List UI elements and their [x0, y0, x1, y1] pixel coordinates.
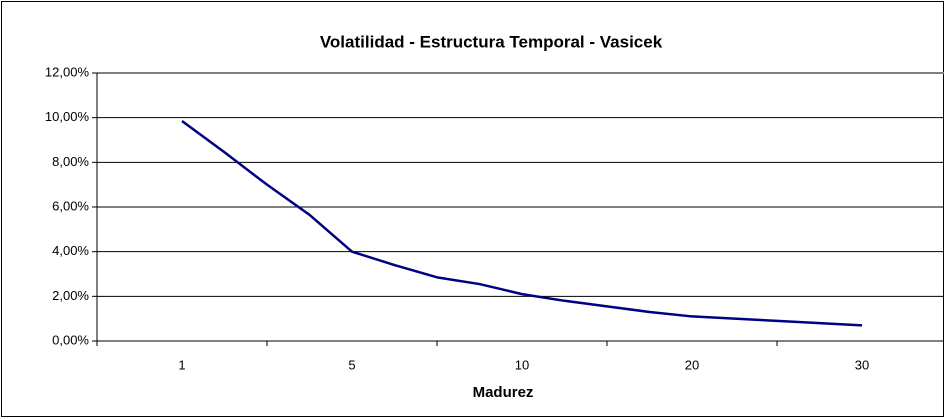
x-tick-label: 1: [178, 357, 185, 372]
x-tick-label: 30: [855, 357, 869, 372]
y-tick-label: 12,00%: [45, 64, 90, 79]
x-axis-title: Madurez: [473, 384, 534, 401]
y-tick-label: 8,00%: [52, 154, 89, 169]
y-tick-label: 10,00%: [45, 109, 90, 124]
x-tick-label: 5: [348, 357, 355, 372]
data-line: [181, 120, 863, 327]
x-tick-label: 20: [685, 357, 699, 372]
y-tick-label: 0,00%: [52, 332, 89, 347]
y-tick-label: 4,00%: [52, 243, 89, 258]
chart-title: Volatilidad - Estructura Temporal - Vasi…: [320, 32, 663, 51]
y-tick-label: 2,00%: [52, 288, 89, 303]
y-tick-label: 6,00%: [52, 198, 89, 213]
x-tick-label: 10: [515, 357, 529, 372]
